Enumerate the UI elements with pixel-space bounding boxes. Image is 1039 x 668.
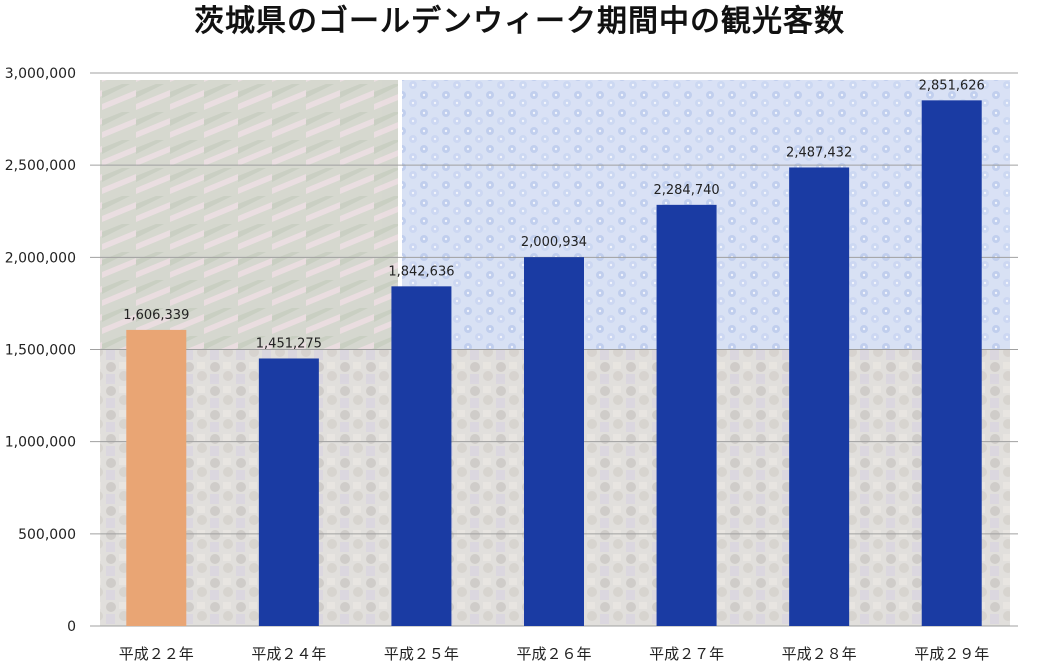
bar-value-label: 1,451,275 [256,336,322,351]
bar-value-label: 2,000,934 [521,235,587,250]
bar [656,204,717,626]
chart-title: 茨城県のゴールデンウィーク期間中の観光客数 [194,4,845,39]
data-labels: 1,606,339 1,451,275 1,842,636 2,000,934 2,28… [123,78,985,351]
bg-carp-streamers-photo [100,80,398,350]
y-tick-label: 500,000 [18,527,76,543]
bar-value-label: 1,606,339 [123,308,189,323]
x-category-label: 平成２２年 [119,645,194,663]
bar-value-label: 2,284,740 [653,183,719,198]
x-category-label: 平成２７年 [649,645,724,663]
x-category-label: 平成２９年 [914,645,989,663]
bars [126,100,982,626]
x-category-label: 平成２５年 [384,645,459,663]
y-tick-label: 0 [67,619,76,635]
y-axis-ticks: 0 500,000 1,000,000 1,500,000 2,000,000 2,500… [5,66,76,635]
x-category-label: 平成２４年 [251,645,326,663]
x-category-label: 平成２６年 [516,645,591,663]
x-axis-categories: 平成２２年 平成２４年 平成２５年 平成２６年 平成２７年 平成２８年 平成２９年 [119,645,989,663]
y-tick-label: 2,500,000 [5,158,76,174]
y-tick-label: 3,000,000 [5,66,76,82]
y-tick-label: 1,000,000 [5,435,76,451]
bar [258,358,319,626]
bar-value-label: 2,487,432 [786,145,852,160]
y-tick-label: 1,500,000 [5,343,76,359]
y-tick-label: 2,000,000 [5,250,76,266]
bar [524,257,584,626]
bar [126,329,187,626]
x-category-label: 平成２８年 [782,645,857,663]
bar [391,286,452,626]
bar [789,167,850,626]
bar-value-label: 2,851,626 [919,78,985,93]
bar [921,100,982,626]
bar-value-label: 1,842,636 [388,264,454,279]
